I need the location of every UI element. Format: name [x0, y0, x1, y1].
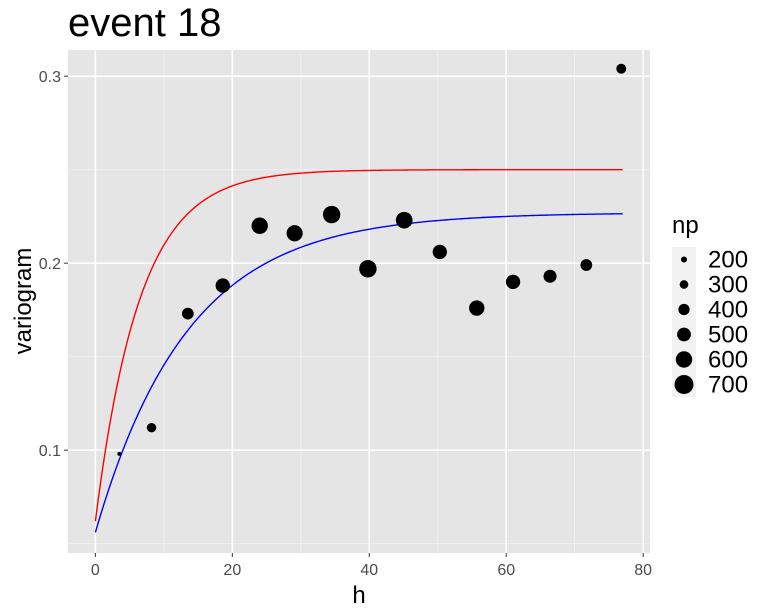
data-point — [215, 278, 230, 293]
model-lines — [94, 168, 623, 533]
x-tick-label: 0 — [91, 562, 100, 579]
x-tick-label: 40 — [360, 562, 378, 579]
plot-panel — [68, 50, 650, 553]
legend-key-label: 500 — [708, 322, 748, 349]
legend-key-label: 400 — [708, 297, 748, 324]
major-gridlines — [68, 50, 650, 553]
legend-key-symbol — [675, 351, 693, 368]
legend-key-symbol — [677, 327, 691, 342]
y-tick-label: 0.2 — [39, 256, 61, 273]
data-point — [616, 63, 627, 74]
x-tick-label: 60 — [497, 562, 515, 579]
y-tick-label: 0.3 — [39, 69, 61, 86]
data-point — [146, 422, 157, 433]
data-point — [395, 211, 413, 229]
x-axis-title: h — [352, 582, 365, 609]
legend-key-label: 200 — [708, 247, 748, 274]
x-tick-label: 20 — [223, 562, 241, 579]
legend-key-label: 700 — [708, 372, 748, 399]
data-point — [117, 451, 122, 456]
x-tick-label: 80 — [634, 562, 652, 579]
x-axis-ticks: 0 20 40 60 80 — [91, 553, 652, 579]
data-point — [580, 259, 593, 271]
minor-gridlines — [68, 50, 650, 553]
model-line — [94, 213, 623, 533]
chart-title: event 18 — [68, 1, 221, 45]
data-point — [469, 300, 485, 316]
legend-key-symbol — [674, 375, 694, 394]
data-point — [286, 225, 303, 242]
y-tick-label: 0.1 — [39, 443, 61, 460]
data-point — [432, 244, 447, 260]
data-point — [505, 274, 521, 290]
y-axis-ticks: 0.1 0.2 0.3 — [39, 69, 68, 460]
legend-key-label: 600 — [708, 347, 748, 374]
legend-key-label: 300 — [708, 272, 748, 299]
data-point — [251, 217, 268, 234]
legend-key-symbol — [678, 303, 690, 316]
data-point — [543, 269, 557, 283]
legend-title: np — [672, 212, 699, 239]
y-axis-title: variogram — [10, 248, 37, 355]
data-point — [322, 205, 341, 224]
data-point — [181, 307, 194, 320]
legend-key-symbol — [679, 280, 689, 289]
legend-key-symbol — [680, 256, 688, 263]
data-point — [359, 260, 377, 278]
model-line — [94, 168, 623, 522]
data-points — [117, 63, 627, 456]
